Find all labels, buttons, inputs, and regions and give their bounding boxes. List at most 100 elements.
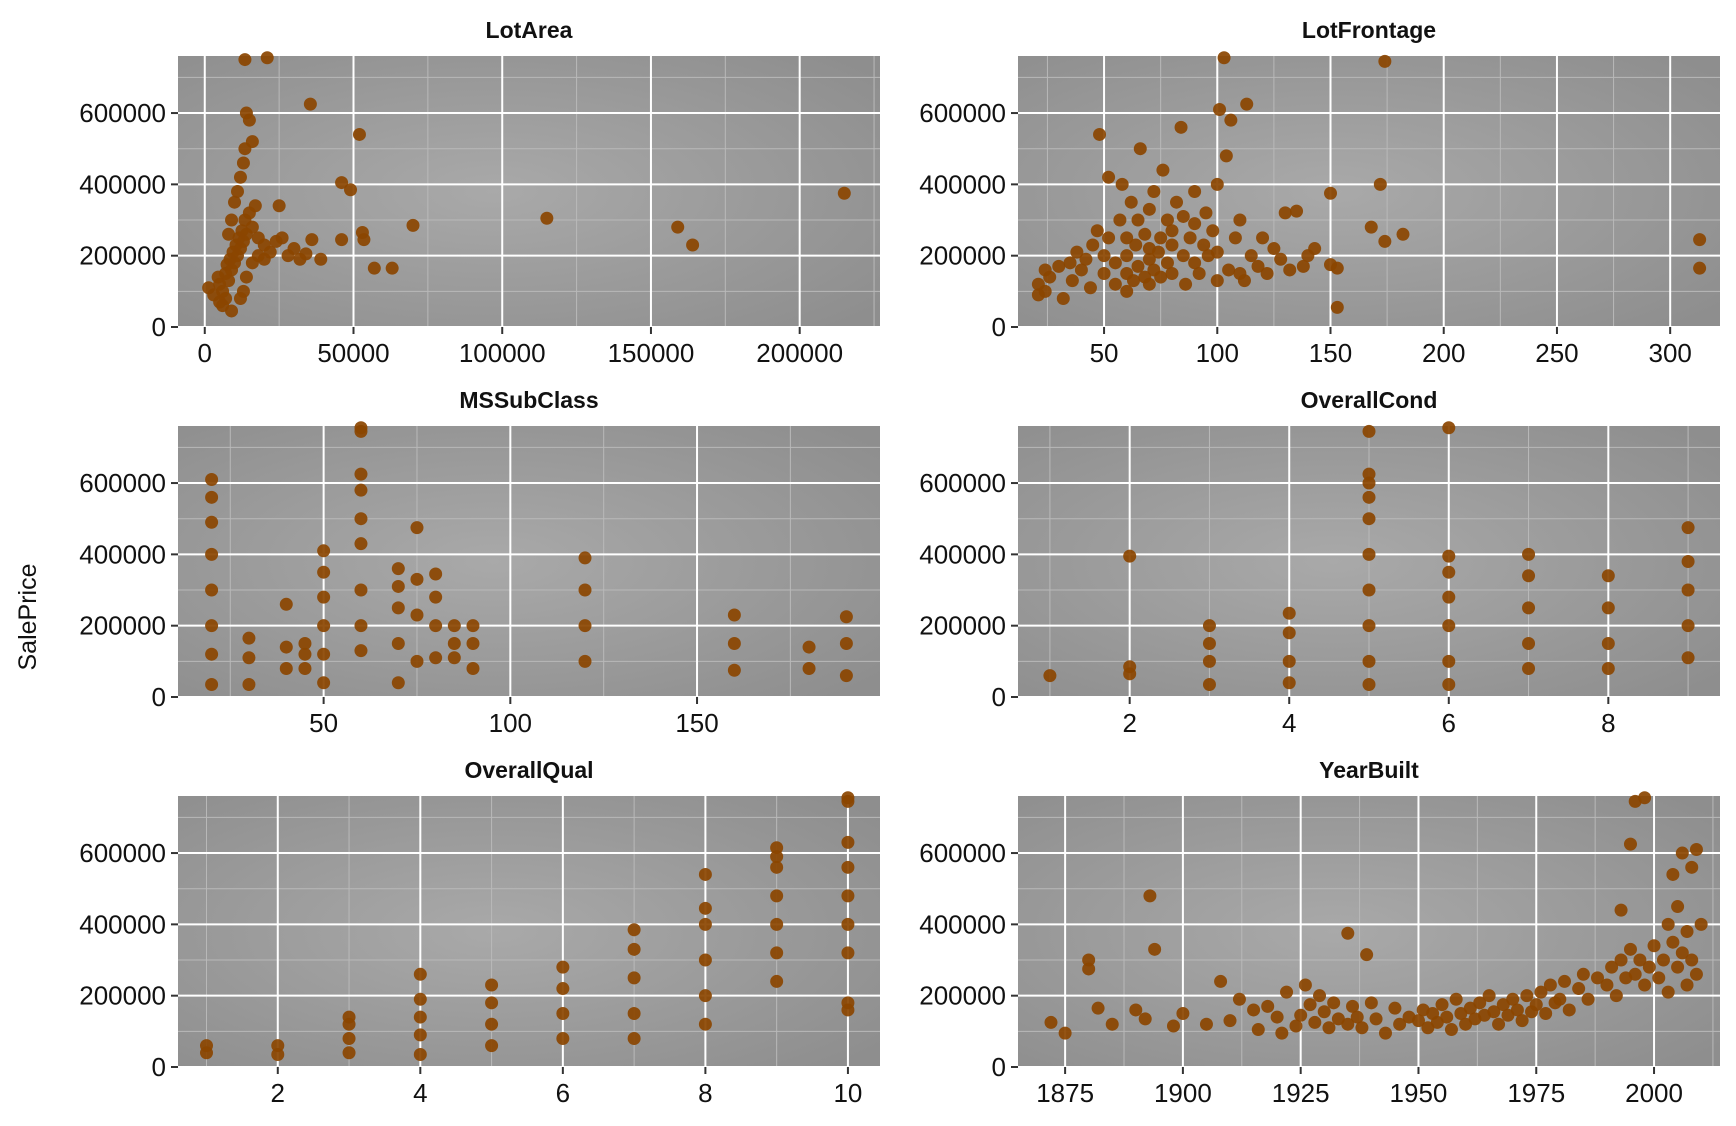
data-point — [1274, 252, 1288, 266]
data-point — [1689, 842, 1703, 856]
data-point — [413, 992, 427, 1006]
data-point — [1693, 233, 1707, 247]
data-point — [1154, 231, 1168, 245]
data-point — [1113, 213, 1127, 227]
data-point — [242, 631, 256, 645]
data-point — [841, 946, 855, 960]
data-point — [1170, 195, 1184, 209]
data-point — [1553, 992, 1567, 1006]
data-point — [1123, 549, 1137, 563]
data-point — [1522, 601, 1536, 615]
data-point — [1638, 978, 1652, 992]
data-point — [1166, 1019, 1180, 1033]
data-point — [1131, 259, 1145, 273]
y-tick-label: 200000 — [79, 981, 166, 1011]
data-point — [1142, 252, 1156, 266]
data-point — [317, 676, 331, 690]
data-point — [1529, 998, 1543, 1012]
data-point — [698, 867, 712, 881]
data-point — [1102, 231, 1116, 245]
data-point — [205, 619, 219, 633]
data-point — [1661, 917, 1675, 931]
data-point — [1331, 1012, 1345, 1026]
data-point — [354, 644, 368, 658]
data-point — [802, 661, 816, 675]
data-point — [1188, 185, 1202, 198]
y-tick-label: 0 — [152, 682, 166, 712]
data-point — [391, 601, 405, 615]
data-point — [1362, 547, 1376, 561]
data-point — [391, 676, 405, 690]
data-point — [1562, 1003, 1576, 1017]
x-tick-label: 2000 — [1625, 1078, 1683, 1108]
x-tick-label: 1950 — [1390, 1078, 1448, 1108]
data-point — [1154, 270, 1168, 284]
data-point — [236, 284, 250, 298]
data-point — [1642, 960, 1656, 974]
data-point — [1280, 985, 1294, 999]
data-point — [1680, 978, 1694, 992]
data-point — [1638, 791, 1652, 805]
data-point — [1147, 185, 1161, 198]
data-point — [205, 490, 219, 504]
data-point — [1601, 569, 1615, 583]
data-point — [1666, 935, 1680, 949]
data-points — [1043, 421, 1695, 692]
data-point — [447, 651, 461, 665]
data-point — [1129, 1003, 1143, 1017]
data-point — [1324, 186, 1338, 200]
data-point — [466, 619, 480, 633]
data-point — [841, 889, 855, 903]
data-point — [627, 923, 641, 937]
x-tick-label: 0 — [198, 338, 212, 368]
y-tick-label: 200000 — [919, 981, 1006, 1011]
data-point — [410, 521, 424, 535]
data-point — [1183, 231, 1197, 245]
panel-background — [178, 56, 880, 327]
data-point — [1105, 1017, 1119, 1031]
data-point — [1378, 1026, 1392, 1040]
data-point — [1341, 1017, 1355, 1031]
panel-overallqual: 2 4 6 8 10 0 200000 400000 600000 OverallQual — [79, 757, 880, 1108]
data-point — [698, 901, 712, 915]
data-point — [727, 608, 741, 622]
data-point — [1522, 661, 1536, 675]
data-point — [627, 1007, 641, 1021]
data-point — [1689, 967, 1703, 981]
data-point — [1213, 102, 1227, 116]
data-point — [1362, 467, 1376, 481]
data-point — [1442, 619, 1456, 633]
data-point — [839, 669, 853, 683]
panel-title: OverallQual — [464, 757, 593, 783]
data-point — [413, 1048, 427, 1062]
data-point — [1440, 1010, 1454, 1024]
data-point — [317, 565, 331, 579]
data-point — [556, 982, 570, 996]
data-point — [1581, 992, 1595, 1006]
data-point — [248, 199, 262, 213]
data-point — [1308, 1015, 1322, 1029]
data-point — [1601, 601, 1615, 615]
data-point — [727, 637, 741, 651]
data-point — [1188, 256, 1202, 270]
data-point — [1623, 942, 1637, 956]
data-point — [1210, 245, 1224, 259]
data-point — [429, 567, 443, 581]
data-point — [233, 170, 247, 184]
data-point — [1270, 1010, 1284, 1024]
data-point — [1362, 583, 1376, 597]
data-point — [429, 619, 443, 633]
y-tick-label: 400000 — [919, 169, 1006, 199]
data-point — [1572, 982, 1586, 996]
data-point — [1091, 1001, 1105, 1015]
data-point — [1294, 1008, 1308, 1022]
data-point — [239, 270, 253, 284]
data-point — [317, 590, 331, 604]
x-tick-label: 1875 — [1036, 1078, 1094, 1108]
data-point — [770, 850, 784, 864]
data-point — [1362, 678, 1376, 692]
data-point — [1199, 1017, 1213, 1031]
data-point — [357, 233, 371, 247]
data-point — [698, 917, 712, 931]
panel-yearbuilt: 1875 1900 1925 1950 1975 2000 0 200000 400000 600… — [919, 757, 1720, 1108]
